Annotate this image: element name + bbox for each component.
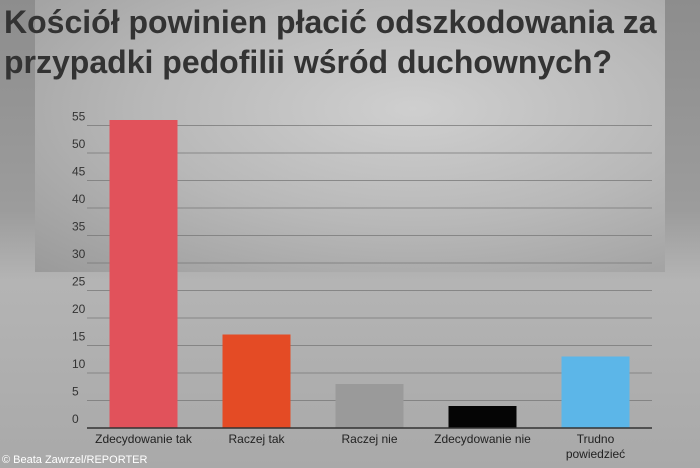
bar [109, 120, 178, 428]
y-tick-label: 5 [72, 385, 79, 399]
x-tick-label: Zdecydowanie tak [95, 432, 192, 446]
y-tick-label: 50 [72, 137, 86, 151]
y-tick-label: 0 [72, 412, 79, 426]
y-tick-label: 35 [72, 220, 86, 234]
x-tick-label: Raczej tak [228, 432, 285, 446]
chart-title: Kościół powinien płacić odszkodowania za… [4, 4, 657, 80]
x-tick-label: Raczej nie [341, 432, 398, 446]
y-tick-label: 40 [72, 192, 86, 206]
photo-credit: © Beata Zawrzel/REPORTER [2, 454, 148, 466]
y-tick-label: 10 [72, 357, 86, 371]
y-tick-label: 15 [72, 330, 86, 344]
y-tick-label: 55 [72, 110, 86, 124]
bar [335, 384, 404, 428]
x-tick-label: Trudno powiedzieć [565, 432, 626, 461]
y-tick-label: 20 [72, 302, 86, 316]
bar [448, 406, 517, 428]
y-tick-label: 45 [72, 165, 86, 179]
x-tick-label: Zdecydowanie nie [434, 432, 531, 446]
y-tick-label: 30 [72, 247, 86, 261]
y-tick-label: 25 [72, 275, 86, 289]
bar [222, 334, 291, 428]
bar [561, 356, 630, 428]
